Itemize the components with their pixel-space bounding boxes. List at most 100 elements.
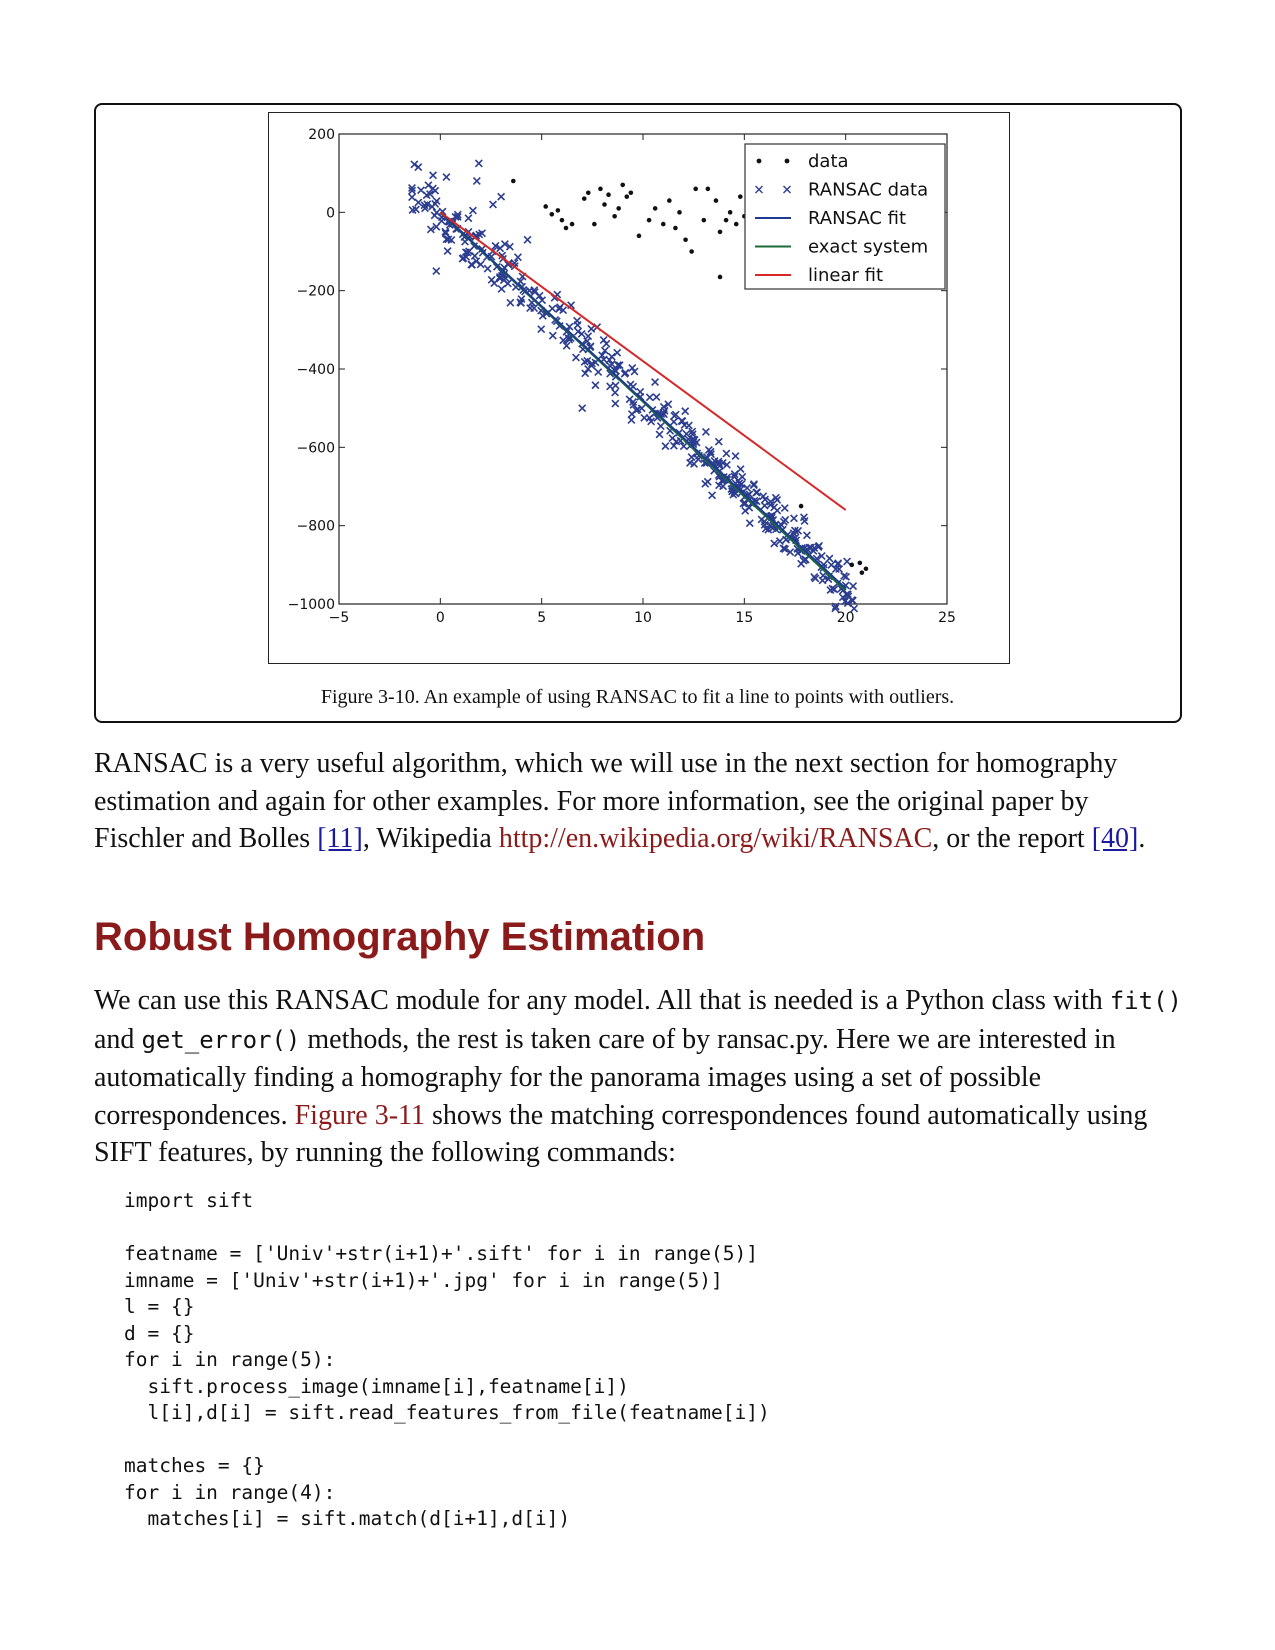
data-point xyxy=(673,225,678,231)
ransac-data-point xyxy=(495,272,504,281)
ref-40-link[interactable]: [40] xyxy=(1091,823,1139,854)
p2-text-2: and xyxy=(94,1023,142,1055)
wikipedia-link[interactable]: http://en.wikipedia.org/wiki/RANSAC xyxy=(498,823,933,854)
ransac-data-point xyxy=(559,336,568,345)
ransac-data-point xyxy=(761,524,770,533)
ransac-data-point xyxy=(444,235,453,244)
code-block: import sift featname = ['Univ'+str(i+1)+… xyxy=(124,1189,770,1530)
ransac-data-point xyxy=(843,590,852,599)
ransac-data-point xyxy=(620,369,629,378)
data-point xyxy=(510,178,516,184)
ransac-data-point xyxy=(687,453,696,462)
ransac-data-point xyxy=(542,309,551,318)
ransac-data-point xyxy=(679,442,688,451)
ref-11-link[interactable]: [11] xyxy=(317,823,363,854)
x-tick-label: −5 xyxy=(329,610,350,626)
ransac-data-point xyxy=(497,192,506,201)
ransac-data-point xyxy=(707,450,715,459)
ransac-data-point xyxy=(467,260,476,269)
ransac-data-point xyxy=(770,503,779,512)
data-point xyxy=(624,194,630,199)
ransac-data-point xyxy=(464,214,473,223)
p1-text-4: . xyxy=(1138,823,1146,854)
ransac-data-point xyxy=(615,361,624,370)
p2-text-4: shows the matching correspondences found… xyxy=(94,1099,1148,1169)
ransac-data-point xyxy=(431,199,440,208)
ransac-data-point xyxy=(842,590,851,599)
data-point xyxy=(543,204,549,209)
chart-svg: −5 0 5 10 15 20 25 200 0 −200 −400 −600 −800 −1000 dat… xyxy=(288,127,956,626)
ransac-data-point xyxy=(613,361,622,370)
y-tick-label: −600 xyxy=(297,440,335,456)
ransac-data-point xyxy=(611,388,620,397)
data-point xyxy=(693,186,698,192)
ransac-data-point xyxy=(731,452,740,461)
ransac-data-point xyxy=(442,173,451,182)
ransac-data-point xyxy=(655,430,664,439)
data-point xyxy=(723,217,729,223)
ransac-data-point xyxy=(629,400,638,409)
ransac-data-point xyxy=(580,357,589,366)
ransac-data-point xyxy=(781,545,790,553)
data-point xyxy=(727,210,733,215)
ransac-data-point xyxy=(587,361,596,370)
ransac-data-point xyxy=(408,186,417,195)
ransac-data-point xyxy=(430,211,439,220)
ransac-data-point xyxy=(827,560,836,569)
ransac-data-point xyxy=(770,539,779,548)
x-tick-label: 10 xyxy=(634,610,652,626)
ransac-data-point xyxy=(630,367,639,376)
ransac-data-point xyxy=(640,413,649,422)
ransac-data-point xyxy=(645,393,654,402)
data-point xyxy=(849,562,855,568)
ransac-data-point xyxy=(706,447,715,456)
data-point xyxy=(636,233,642,239)
ransac-data-point xyxy=(564,334,573,343)
ransac-data-point xyxy=(429,171,437,180)
ransac-data-point xyxy=(426,225,435,234)
ransac-data-point xyxy=(757,515,766,524)
ransac-data-point xyxy=(594,368,603,377)
ransac-data-point xyxy=(613,348,622,357)
ransac-data-point xyxy=(780,504,789,513)
paragraph-homography: We can use this RANSAC module for any mo… xyxy=(94,982,1184,1172)
ransac-data-point xyxy=(441,229,450,238)
legend-label: linear fit xyxy=(808,265,883,286)
ransac-data-point xyxy=(414,198,423,207)
ransac-data-point xyxy=(719,482,728,491)
ransac-data-point xyxy=(840,571,849,580)
ransac-data-point xyxy=(775,537,784,546)
ransac-data-point xyxy=(451,212,460,221)
ransac-data-point xyxy=(826,586,835,595)
data-point xyxy=(549,211,555,217)
ransac-data-point xyxy=(736,465,745,474)
y-tick-label: −400 xyxy=(297,362,335,378)
ransac-data-point xyxy=(684,421,693,430)
figure-3-11-link[interactable]: Figure 3-11 xyxy=(294,1099,425,1131)
legend-marker-data xyxy=(784,158,790,164)
data-point xyxy=(581,196,587,201)
ransac-data-point xyxy=(681,407,690,416)
ransac-data-point xyxy=(730,472,739,481)
ransac-data-point xyxy=(817,552,826,560)
data-point xyxy=(859,570,865,575)
ransac-data-point xyxy=(555,304,564,313)
ransac-data-point xyxy=(692,438,701,447)
p1-text-1: RANSAC is a very useful algorithm, which… xyxy=(94,748,1118,854)
ransac-data-point xyxy=(414,163,423,172)
ransac-data-point xyxy=(483,264,492,273)
figure-frame xyxy=(94,103,1182,723)
data-point xyxy=(606,192,611,198)
ransac-data-point xyxy=(850,604,859,613)
ransac-data-point xyxy=(530,286,539,295)
data-point xyxy=(863,566,869,572)
ransac-data-point xyxy=(517,295,526,304)
ransac-data-point xyxy=(411,205,420,214)
legend-marker-data xyxy=(756,158,762,164)
ransac-data-point xyxy=(587,324,596,333)
ransac-data-point xyxy=(735,479,744,488)
ransac-data-point xyxy=(701,427,710,436)
data-point xyxy=(652,206,658,211)
ransac-data-point xyxy=(701,479,710,488)
legend-label: exact system xyxy=(808,237,928,258)
